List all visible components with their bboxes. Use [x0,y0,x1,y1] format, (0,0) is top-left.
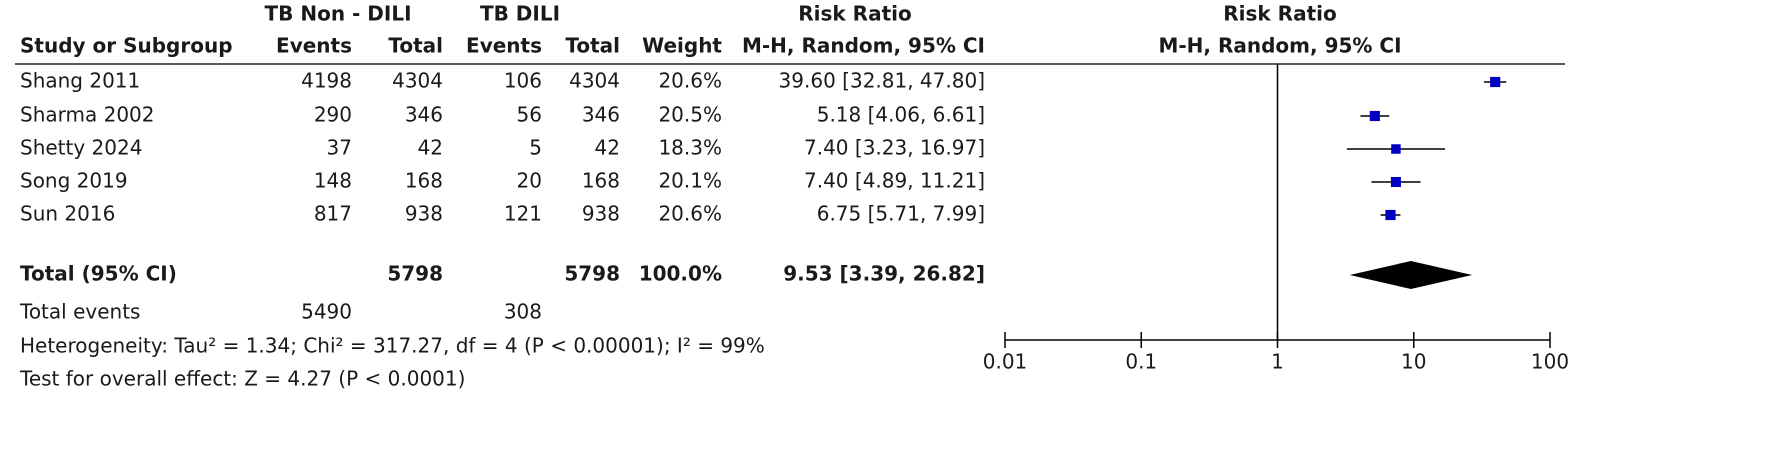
cell: 5798 [564,262,620,286]
cell: 42 [418,136,443,160]
cell: 4198 [301,69,352,93]
cell: 346 [405,103,443,127]
x-tick-label: 100 [1531,350,1569,374]
column-header: Total [565,34,620,58]
cell: 308 [504,300,542,324]
cell: 121 [504,202,542,226]
x-tick-label: 0.1 [1125,350,1157,374]
column-header: Events [276,34,352,58]
study-name: Sharma 2002 [20,103,155,127]
weight: 20.6% [658,69,722,93]
column-header: Risk Ratio [1223,2,1336,26]
risk-ratio: 6.75 [5.71, 7.99] [817,202,985,226]
risk-ratio: 7.40 [3.23, 16.97] [804,136,985,160]
risk-ratio: 39.60 [32.81, 47.80] [779,69,985,93]
cell: 938 [405,202,443,226]
cell: 42 [595,136,620,160]
cell: 346 [582,103,620,127]
cell: 148 [314,169,352,193]
study-name: Sun 2016 [20,202,115,226]
risk-ratio: 9.53 [3.39, 26.82] [783,262,985,286]
effect-square [1490,76,1501,88]
risk-ratio: 5.18 [4.06, 6.61] [817,103,985,127]
column-header: Risk Ratio [798,2,911,26]
effect-square [1369,110,1380,122]
cell: 817 [314,202,352,226]
cell: 938 [582,202,620,226]
weight: 20.6% [658,202,722,226]
cell: 37 [327,136,352,160]
cell: 168 [405,169,443,193]
risk-ratio: 7.40 [4.89, 11.21] [804,169,985,193]
summary-diamond [1349,261,1473,289]
column-header: Weight [642,34,722,58]
weight: 20.5% [658,103,722,127]
group-header: TB DILI [480,2,560,26]
overall-effect: Test for overall effect: Z = 4.27 (P < 0… [19,367,465,391]
cell: 290 [314,103,352,127]
study-name: Shetty 2024 [20,136,142,160]
cell: 5490 [301,300,352,324]
group-header: TB Non - DILI [264,2,411,26]
weight: 20.1% [658,169,722,193]
weight: 100.0% [639,262,722,286]
x-tick-label: 1 [1271,350,1284,374]
cell: 4304 [569,69,620,93]
cell: 20 [517,169,542,193]
heterogeneity: Heterogeneity: Tau² = 1.34; Chi² = 317.2… [20,334,765,358]
effect-square [1385,209,1396,221]
cell: 168 [582,169,620,193]
study-name: Song 2019 [20,169,128,193]
total-label: Total (95% CI) [20,262,177,286]
column-header: Events [466,34,542,58]
total-events-label: Total events [19,300,140,324]
weight: 18.3% [658,136,722,160]
cell: 106 [504,69,542,93]
cell: 4304 [392,69,443,93]
study-name: Shang 2011 [20,69,140,93]
cell: 56 [517,103,542,127]
column-header: M-H, Random, 95% CI [1158,34,1401,58]
column-header: Total [388,34,443,58]
x-tick-label: 0.01 [983,350,1028,374]
cell: 5 [529,136,542,160]
column-header: M-H, Random, 95% CI [742,34,985,58]
effect-square [1391,144,1401,154]
effect-square [1390,176,1401,188]
x-tick-label: 10 [1401,350,1426,374]
column-header: Study or Subgroup [20,34,233,58]
cell: 5798 [387,262,443,286]
